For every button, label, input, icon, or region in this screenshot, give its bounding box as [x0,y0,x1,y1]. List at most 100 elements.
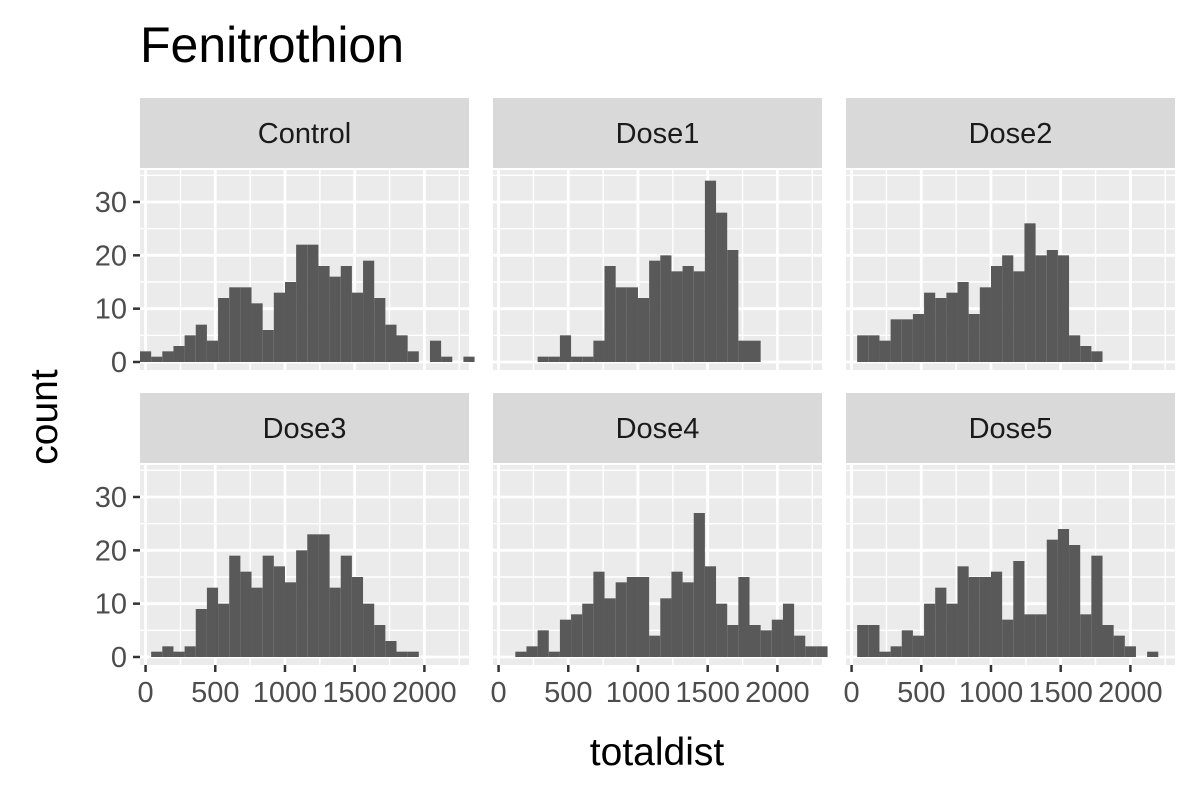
histogram-bar [329,276,341,362]
histogram-bar [218,603,230,657]
histogram-bar [396,335,408,362]
histogram-bar [626,577,638,657]
histogram-bar [571,356,583,362]
facet-strip [493,393,822,463]
histogram-bar [1057,255,1070,362]
histogram-bar [857,625,869,657]
histogram-bar [660,255,672,362]
histogram-bar [407,351,419,362]
x-tick-label: 1500 [1028,677,1093,709]
y-tick-label: 30 [95,482,127,514]
histogram-bar [990,571,1003,657]
histogram-bar [593,340,605,362]
y-tick-label: 0 [111,347,127,379]
x-tick-label: 500 [191,677,239,709]
chart-title: Fenitrothion [140,17,404,73]
histogram-bar [140,351,152,362]
histogram-bar [218,298,230,362]
histogram-bar [184,646,196,657]
histogram-bar [1035,614,1047,657]
histogram-bar [924,292,936,362]
histogram-bar [682,266,694,362]
histogram-bar [1024,223,1036,362]
histogram-bar [284,582,297,657]
histogram-bar [1102,625,1114,657]
y-tick-label: 20 [95,535,127,567]
histogram-bar [351,292,364,362]
histogram-bar [649,260,661,362]
histogram-bar [1013,271,1025,362]
histogram-bar [548,356,560,362]
histogram-bar [794,635,806,657]
histogram-bar [463,356,475,362]
histogram-bar [407,651,419,657]
facet-strip-label: Dose2 [969,118,1053,150]
histogram-bar [957,282,969,362]
histogram-bar [173,346,185,362]
histogram-bar [901,319,913,362]
y-tick-label: 0 [111,642,127,674]
histogram-bar [816,646,828,657]
histogram-bar [559,619,572,657]
histogram-bar [1147,651,1159,657]
histogram-bar [1013,561,1025,657]
histogram-bar [151,651,163,657]
x-tick-label: 1000 [959,677,1024,709]
histogram-bar [593,571,605,657]
histogram-bar [968,314,980,362]
histogram-bar [206,587,219,657]
histogram-bar [162,351,174,362]
histogram-bar [1091,351,1103,362]
histogram-bar [749,625,761,657]
histogram-bar [262,555,274,657]
facet-panel-dose3: Dose3 0 500 1000 1500 2000 0 10 20 30 [95,393,469,709]
histogram-bar [935,298,947,362]
histogram-bar [979,577,991,657]
histogram-bar [526,646,538,657]
histogram-bar [857,335,869,362]
x-tick-label: 500 [897,677,945,709]
histogram-bar [805,646,817,657]
histogram-bar [340,266,352,362]
histogram-bar [251,587,263,657]
facet-panel-dose1: Dose1 [493,98,822,370]
facet-strip-label: Dose4 [616,413,700,445]
histogram-bar [782,603,795,657]
histogram-bar [1113,635,1125,657]
histogram-bar [229,555,241,657]
histogram-bar [615,287,627,362]
facet-panel-dose2: Dose2 [846,98,1175,370]
histogram-bar [582,356,594,362]
histogram-bar [890,319,902,362]
histogram-bar [716,603,728,657]
histogram-bar [879,340,891,362]
x-axis-title: totaldist [590,731,725,774]
histogram-bar [716,212,728,362]
facet-strip [846,98,1175,168]
histogram-bar [184,335,196,362]
histogram-bar [537,356,549,362]
histogram-bar [374,625,386,657]
histogram-bar [649,635,661,657]
histogram-bar [738,577,750,657]
histogram-bar [727,625,739,657]
histogram-bar [284,282,297,362]
histogram-bar [990,266,1003,362]
histogram-bar [1057,529,1070,657]
histogram-bar [912,314,925,362]
histogram-bar [637,298,650,362]
facet-panel-dose4: Dose4 0 500 1000 1500 2000 [491,393,828,709]
x-tick-label: 1500 [675,677,740,709]
histogram-bar [548,651,560,657]
histogram-bar [385,641,397,657]
histogram-bar [582,603,594,657]
x-tick-label: 2000 [392,677,457,709]
histogram-bar [559,335,572,362]
histogram-bar [693,513,705,657]
histogram-bar [946,292,958,362]
histogram-bar [307,244,319,362]
histogram-bar [240,287,252,362]
histogram-bar [318,534,330,657]
